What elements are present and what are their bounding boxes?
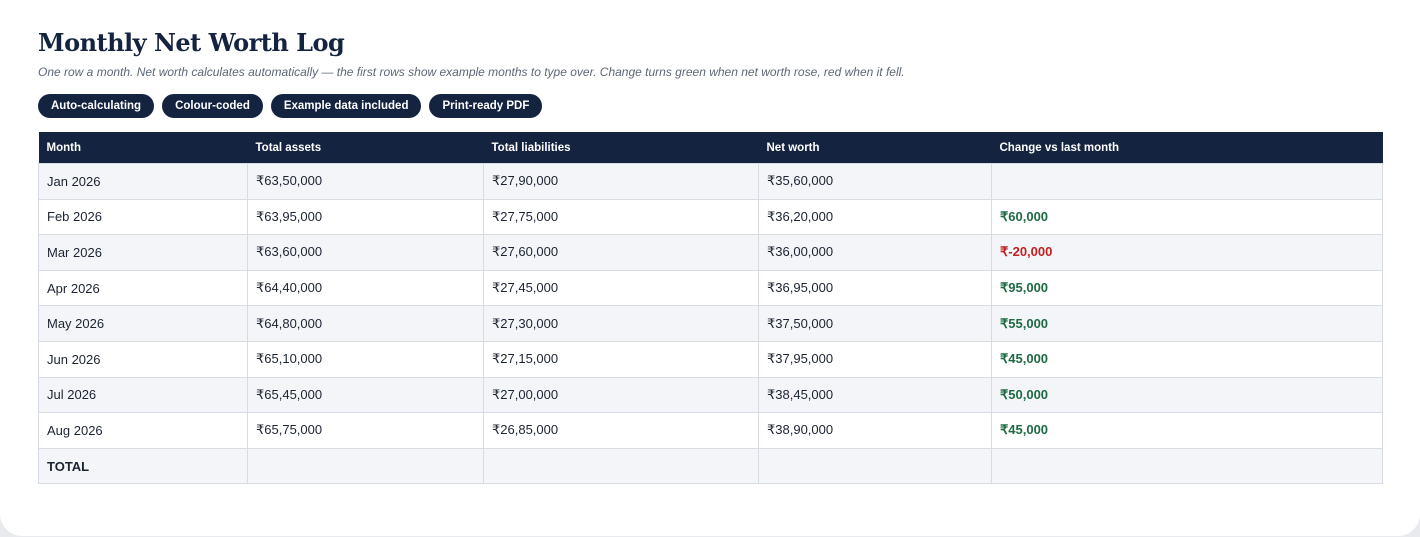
net-worth-table: Month Total assets Total liabilities Net… bbox=[38, 132, 1383, 485]
month-cell[interactable]: Mar 2026 bbox=[38, 234, 248, 271]
total-liabilities-cell[interactable]: ₹27,90,000 bbox=[483, 163, 759, 200]
total-assets-cell[interactable]: ₹63,95,000 bbox=[247, 198, 484, 236]
table-header: Month Total assets Total liabilities Net… bbox=[38, 132, 1383, 164]
table-row: Jun 2026 ₹65,10,000 ₹27,15,000 ₹37,95,000 ₹4… bbox=[38, 340, 1383, 378]
header-row: Month Total assets Total liabilities Net… bbox=[38, 132, 1383, 164]
net-worth-cell[interactable]: ₹36,00,000 bbox=[758, 234, 992, 271]
total-liabilities-cell[interactable]: ₹27,45,000 bbox=[483, 269, 759, 307]
month-cell[interactable]: Jun 2026 bbox=[38, 340, 248, 378]
table-body: Jan 2026 ₹63,50,000 ₹27,90,000 ₹35,60,000 Fe… bbox=[38, 163, 1383, 485]
total-liabilities-cell[interactable]: ₹26,85,000 bbox=[483, 412, 759, 449]
net-worth-cell[interactable]: ₹38,45,000 bbox=[758, 376, 992, 414]
table-row: Jan 2026 ₹63,50,000 ₹27,90,000 ₹35,60,000 bbox=[38, 163, 1383, 200]
total-assets-cell[interactable]: ₹64,80,000 bbox=[247, 305, 484, 342]
month-cell[interactable]: Aug 2026 bbox=[38, 412, 248, 449]
header-total-assets: Total assets bbox=[247, 132, 484, 164]
badge-example-data: Example data included bbox=[270, 94, 422, 118]
net-worth-cell[interactable]: ₹38,90,000 bbox=[758, 412, 992, 449]
change-cell[interactable]: ₹45,000 bbox=[991, 340, 1383, 378]
total-row: TOTAL bbox=[38, 447, 1383, 485]
net-worth-cell[interactable]: ₹36,95,000 bbox=[758, 269, 992, 307]
table-row: Jul 2026 ₹65,45,000 ₹27,00,000 ₹38,45,000 ₹5… bbox=[38, 376, 1383, 414]
net-worth-cell[interactable]: ₹37,95,000 bbox=[758, 340, 992, 378]
total-net-worth-cell[interactable] bbox=[758, 447, 992, 485]
total-assets-cell[interactable]: ₹65,10,000 bbox=[247, 340, 484, 378]
change-cell[interactable]: ₹50,000 bbox=[991, 376, 1383, 414]
month-cell[interactable]: May 2026 bbox=[38, 305, 248, 342]
feature-badges: Auto-calculating Colour-coded Example da… bbox=[38, 94, 543, 118]
total-label: TOTAL bbox=[38, 447, 248, 485]
net-worth-cell[interactable]: ₹35,60,000 bbox=[758, 163, 992, 200]
total-liabilities-cell[interactable]: ₹27,00,000 bbox=[483, 376, 759, 414]
net-worth-cell[interactable]: ₹36,20,000 bbox=[758, 198, 992, 236]
total-liabilities-cell[interactable]: ₹27,60,000 bbox=[483, 234, 759, 271]
total-liabilities-cell[interactable]: ₹27,30,000 bbox=[483, 305, 759, 342]
month-cell[interactable]: Jan 2026 bbox=[38, 163, 248, 200]
header-net-worth: Net worth bbox=[758, 132, 992, 164]
total-assets-cell[interactable]: ₹65,75,000 bbox=[247, 412, 484, 449]
month-cell[interactable]: Feb 2026 bbox=[38, 198, 248, 236]
total-assets-cell[interactable]: ₹65,45,000 bbox=[247, 376, 484, 414]
table-row: Mar 2026 ₹63,60,000 ₹27,60,000 ₹36,00,000 ₹-… bbox=[38, 234, 1383, 271]
total-liabilities-cell[interactable]: ₹27,15,000 bbox=[483, 340, 759, 378]
change-cell[interactable]: ₹95,000 bbox=[991, 269, 1383, 307]
total-assets-cell[interactable]: ₹63,50,000 bbox=[247, 163, 484, 200]
table-row: Apr 2026 ₹64,40,000 ₹27,45,000 ₹36,95,000 ₹9… bbox=[38, 269, 1383, 307]
change-cell[interactable]: ₹45,000 bbox=[991, 412, 1383, 449]
total-assets-cell[interactable] bbox=[247, 447, 484, 485]
table-row: Feb 2026 ₹63,95,000 ₹27,75,000 ₹36,20,000 ₹6… bbox=[38, 198, 1383, 236]
total-assets-cell[interactable]: ₹63,60,000 bbox=[247, 234, 484, 271]
total-assets-cell[interactable]: ₹64,40,000 bbox=[247, 269, 484, 307]
page-subtitle: One row a month. Net worth calculates au… bbox=[38, 65, 905, 79]
badge-print-ready: Print-ready PDF bbox=[429, 94, 543, 118]
change-cell[interactable]: ₹-20,000 bbox=[991, 234, 1383, 271]
net-worth-cell[interactable]: ₹37,50,000 bbox=[758, 305, 992, 342]
header-change: Change vs last month bbox=[991, 132, 1383, 164]
page-title: Monthly Net Worth Log bbox=[38, 28, 345, 57]
badge-auto-calculating: Auto-calculating bbox=[38, 94, 155, 118]
header-total-liabilities: Total liabilities bbox=[483, 132, 759, 164]
change-cell[interactable]: ₹60,000 bbox=[991, 198, 1383, 236]
total-liabilities-cell[interactable]: ₹27,75,000 bbox=[483, 198, 759, 236]
header-month: Month bbox=[38, 132, 248, 164]
total-liabilities-cell[interactable] bbox=[483, 447, 759, 485]
table-row: Aug 2026 ₹65,75,000 ₹26,85,000 ₹38,90,000 ₹4… bbox=[38, 412, 1383, 449]
change-cell[interactable]: ₹55,000 bbox=[991, 305, 1383, 342]
badge-colour-coded: Colour-coded bbox=[162, 94, 263, 118]
change-cell[interactable] bbox=[991, 163, 1383, 200]
total-change-cell[interactable] bbox=[991, 447, 1383, 485]
table-row: May 2026 ₹64,80,000 ₹27,30,000 ₹37,50,000 ₹5… bbox=[38, 305, 1383, 342]
month-cell[interactable]: Jul 2026 bbox=[38, 376, 248, 414]
month-cell[interactable]: Apr 2026 bbox=[38, 269, 248, 307]
